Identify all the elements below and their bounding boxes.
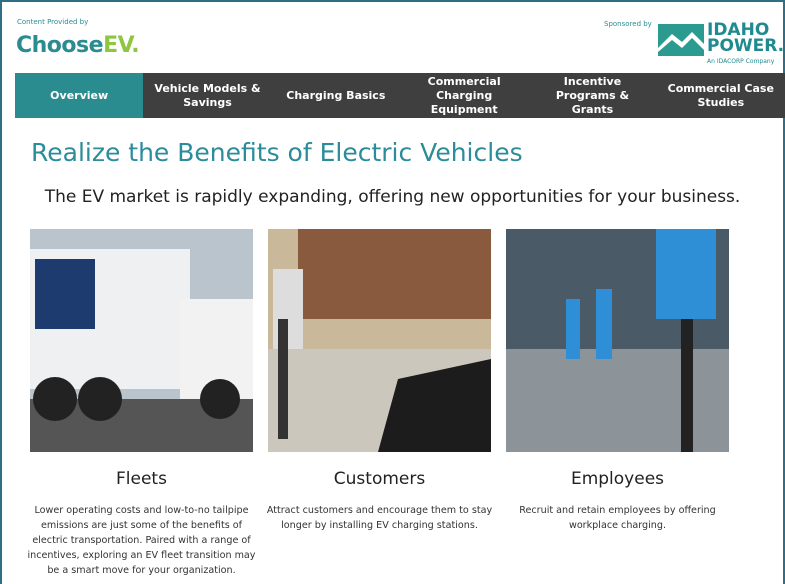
card-text: Recruit and retain employees by offering… xyxy=(498,503,737,533)
logo-accent: EV. xyxy=(103,33,139,58)
page-title: Realize the Benefits of Electric Vehicle… xyxy=(31,138,523,167)
card-text: Lower operating costs and low-to-no tail… xyxy=(22,503,261,578)
card-image xyxy=(30,229,253,452)
card: Customers Attract customers and encourag… xyxy=(268,229,491,533)
card-image xyxy=(268,229,491,452)
sponsor-tagline: An IDACORP Company xyxy=(707,58,774,65)
nav-item[interactable]: Overview xyxy=(15,73,143,118)
nav-item[interactable]: Charging Basics xyxy=(272,73,400,118)
card: Fleets Lower operating costs and low-to-… xyxy=(30,229,253,578)
card-image xyxy=(506,229,729,452)
page: Content Provided by ChooseEV. Sponsored … xyxy=(0,0,785,584)
logo[interactable]: ChooseEV. xyxy=(16,33,139,58)
nav-item[interactable]: Incentive Programs & Grants xyxy=(528,73,656,118)
card: Employees Recruit and retain employees b… xyxy=(506,229,729,533)
sponsor-name: POWER. xyxy=(707,38,784,54)
sponsored-by: Sponsored by xyxy=(604,20,652,28)
nav-bar: Overview Vehicle Models & Savings Chargi… xyxy=(15,73,785,118)
logo-main: Choose xyxy=(16,33,103,58)
nav-item[interactable]: Vehicle Models & Savings xyxy=(143,73,271,118)
card-text: Attract customers and encourage them to … xyxy=(260,503,499,533)
provided-by: Content Provided by xyxy=(17,18,88,26)
card-heading: Fleets xyxy=(30,469,253,489)
card-heading: Employees xyxy=(506,469,729,489)
nav-item[interactable]: Commercial Charging Equipment xyxy=(400,73,528,118)
page-subtitle: The EV market is rapidly expanding, offe… xyxy=(0,187,785,207)
nav-item[interactable]: Commercial Case Studies xyxy=(657,73,785,118)
sponsor-icon xyxy=(658,24,704,56)
card-heading: Customers xyxy=(268,469,491,489)
